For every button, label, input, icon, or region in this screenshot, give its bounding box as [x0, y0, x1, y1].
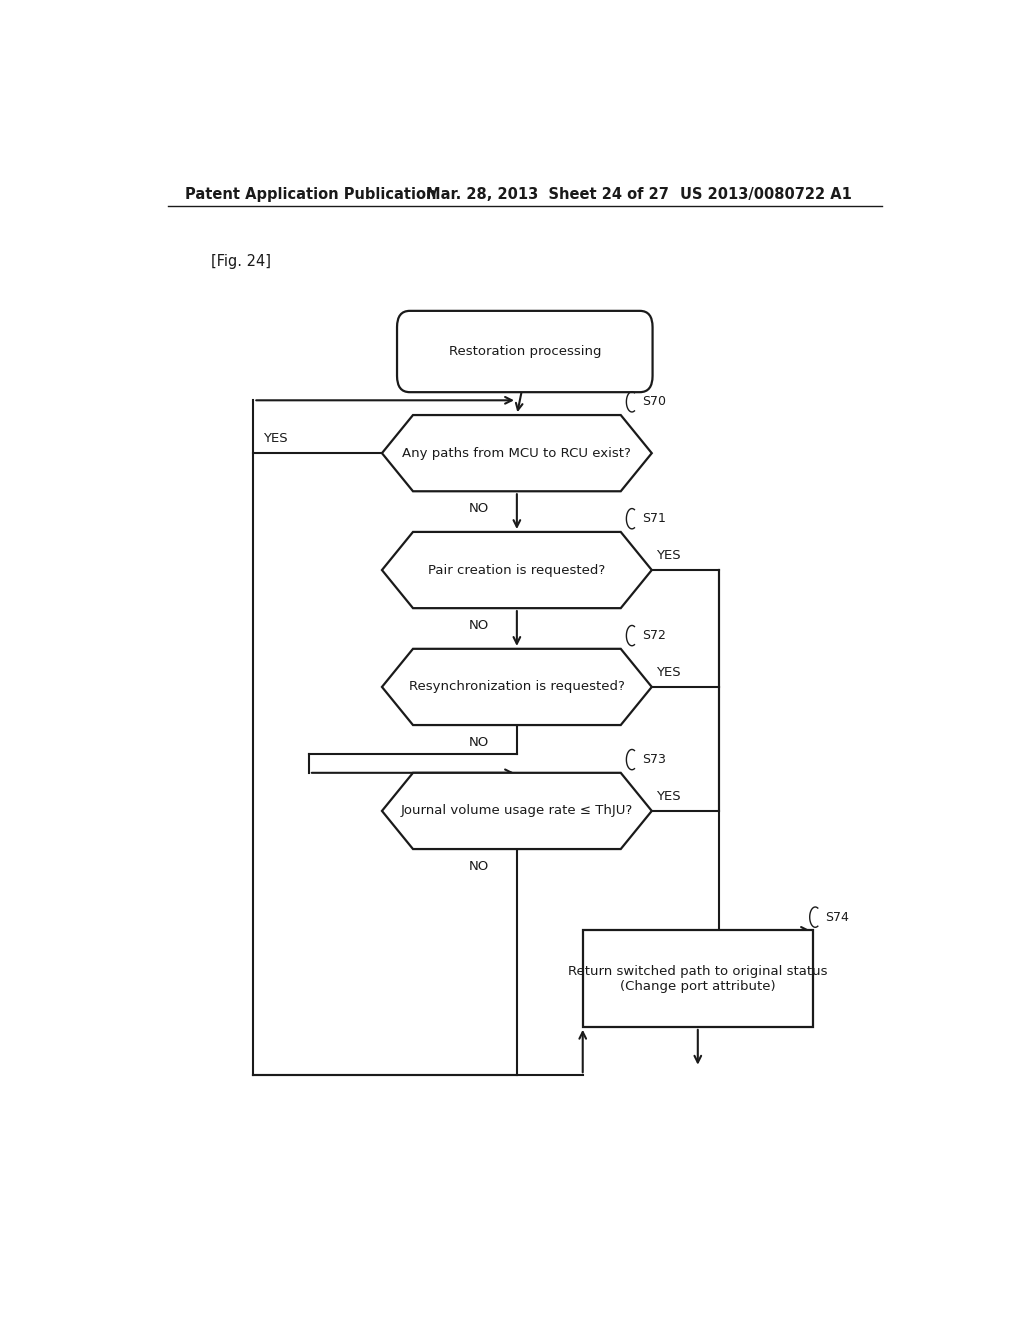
Text: Restoration processing: Restoration processing	[449, 345, 601, 358]
Text: Journal volume usage rate ≤ ThJU?: Journal volume usage rate ≤ ThJU?	[400, 804, 633, 817]
Text: S72: S72	[642, 630, 667, 642]
FancyBboxPatch shape	[583, 931, 813, 1027]
Polygon shape	[382, 414, 652, 491]
Text: Patent Application Publication: Patent Application Publication	[185, 187, 436, 202]
Text: NO: NO	[469, 859, 488, 873]
Text: US 2013/0080722 A1: US 2013/0080722 A1	[680, 187, 851, 202]
Text: NO: NO	[469, 735, 488, 748]
Polygon shape	[382, 772, 652, 849]
Text: S73: S73	[642, 754, 667, 766]
Text: Mar. 28, 2013  Sheet 24 of 27: Mar. 28, 2013 Sheet 24 of 27	[426, 187, 669, 202]
Text: Return switched path to original status
(Change port attribute): Return switched path to original status …	[568, 965, 827, 993]
Text: Pair creation is requested?: Pair creation is requested?	[428, 564, 605, 577]
Text: YES: YES	[263, 433, 288, 445]
Text: S70: S70	[642, 395, 667, 408]
Text: S74: S74	[825, 911, 850, 924]
Text: NO: NO	[469, 619, 488, 632]
Text: S71: S71	[642, 512, 667, 525]
Polygon shape	[382, 649, 652, 725]
Text: NO: NO	[469, 502, 488, 515]
Text: YES: YES	[655, 791, 680, 803]
Text: [Fig. 24]: [Fig. 24]	[211, 253, 271, 268]
Text: YES: YES	[655, 549, 680, 562]
FancyBboxPatch shape	[397, 312, 652, 392]
Text: Resynchronization is requested?: Resynchronization is requested?	[409, 680, 625, 693]
Text: Any paths from MCU to RCU exist?: Any paths from MCU to RCU exist?	[402, 446, 632, 459]
Text: YES: YES	[655, 667, 680, 680]
Polygon shape	[382, 532, 652, 609]
